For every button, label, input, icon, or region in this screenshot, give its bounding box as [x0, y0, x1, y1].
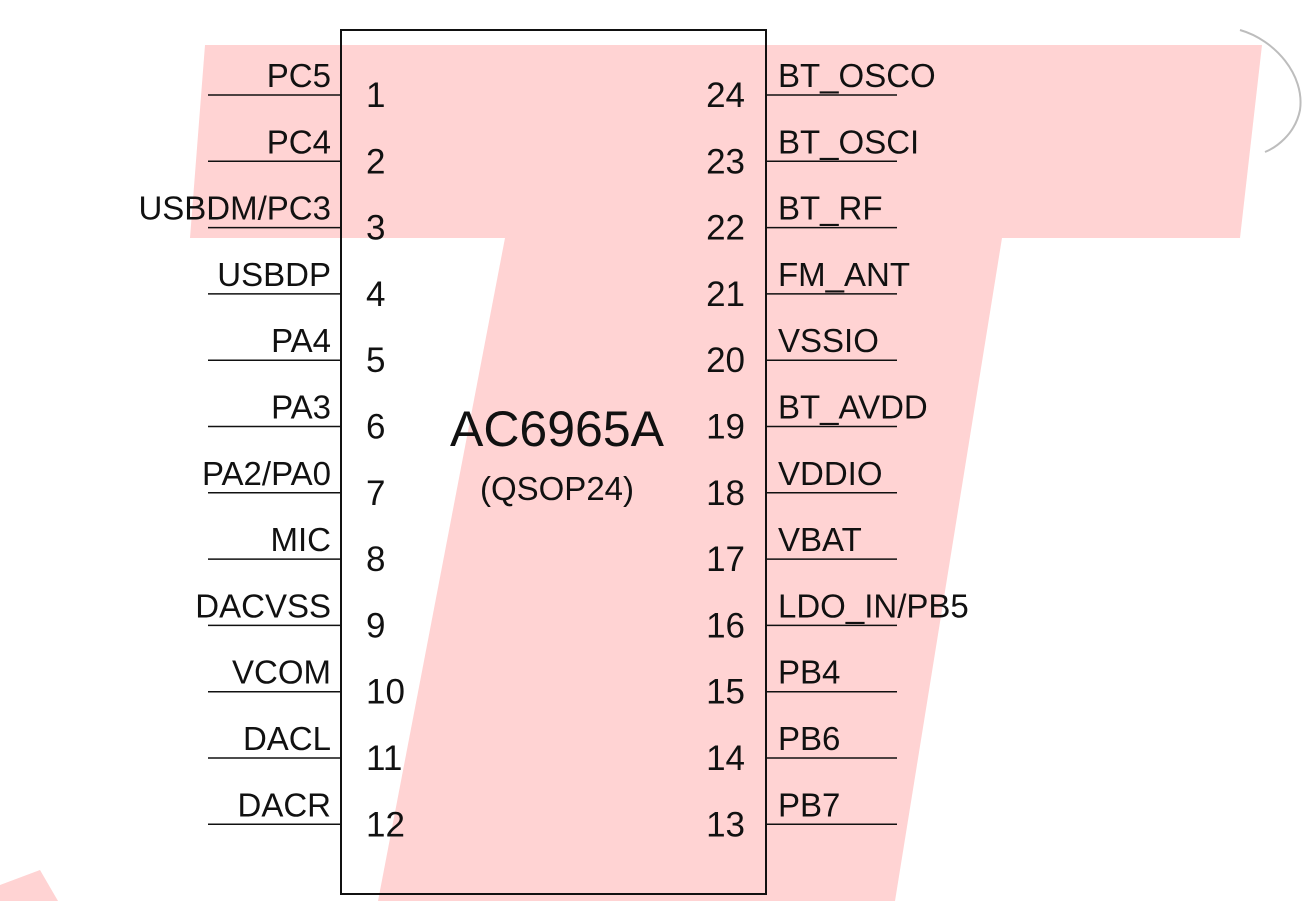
pin-row-6: PA3 6	[208, 389, 385, 447]
pin-name-label: BT_OSCI	[778, 123, 919, 160]
pin-number: 14	[706, 739, 745, 778]
pin-row-16: LDO_IN/PB5 16	[706, 587, 969, 645]
pin-row-24: BT_OSCO 24	[706, 57, 936, 115]
pin-name-label: PB6	[778, 720, 840, 757]
pin-number: 8	[366, 540, 385, 579]
pin-name-label: PB4	[778, 654, 840, 691]
pin-number: 3	[366, 209, 385, 248]
pin-name-label: LDO_IN/PB5	[778, 587, 969, 624]
pin-name-label: PB7	[778, 786, 840, 823]
pin-row-15: PB4 15	[706, 654, 897, 712]
pin-row-21: FM_ANT 21	[706, 256, 910, 314]
pin-row-5: PA4 5	[208, 322, 385, 380]
pin-name-label: PA3	[271, 389, 331, 426]
pin-name-label: VBAT	[778, 521, 862, 558]
pin-row-13: PB7 13	[706, 786, 897, 844]
pin-name-label: PC4	[267, 123, 331, 160]
pin-number: 2	[366, 142, 385, 181]
pin-row-14: PB6 14	[706, 720, 897, 778]
pin-name-label: DACVSS	[195, 587, 331, 624]
pin-number: 17	[706, 540, 745, 579]
chip-name: AC6965A	[450, 401, 665, 457]
pin-name-label: BT_OSCO	[778, 57, 936, 94]
pin-name-label: PA2/PA0	[202, 455, 331, 492]
pin-number: 9	[366, 606, 385, 645]
left-pin-group: PC5 1 PC4 2 USBDM/PC3 3 USBDP 4 PA4 5 PA3 6 PA2/PA0 7…	[138, 57, 404, 844]
pin-number: 5	[366, 341, 385, 380]
pin-name-label: VCOM	[232, 654, 331, 691]
pin-name-label: DACR	[237, 786, 331, 823]
pin-row-12: DACR 12	[208, 786, 405, 844]
pin-row-3: USBDM/PC3 3	[138, 190, 385, 248]
pin-number: 10	[366, 673, 405, 712]
pin-number: 13	[706, 805, 745, 844]
pin-number: 6	[366, 408, 385, 447]
pin-row-11: DACL 11	[208, 720, 402, 778]
pin-row-23: BT_OSCI 23	[706, 123, 919, 181]
watermark-corner-curl	[1239, 29, 1302, 153]
watermark-bar	[190, 45, 1262, 238]
watermark-stem	[378, 238, 1002, 901]
pin-number: 16	[706, 606, 745, 645]
pin-name-label: PC5	[267, 57, 331, 94]
pin-name-label: PA4	[271, 322, 331, 359]
pin-row-1: PC5 1	[208, 57, 385, 115]
pin-number: 12	[366, 805, 405, 844]
pin-row-7: PA2/PA0 7	[202, 455, 386, 513]
pin-row-17: VBAT 17	[706, 521, 897, 579]
chip-body	[340, 29, 767, 895]
pin-name-label: BT_RF	[778, 190, 883, 227]
pin-row-20: VSSIO 20	[706, 322, 897, 380]
watermark-red-mark	[0, 870, 58, 901]
pin-row-22: BT_RF 22	[706, 190, 897, 248]
pin-name-label: USBDP	[217, 256, 331, 293]
pin-row-4: USBDP 4	[208, 256, 385, 314]
pin-number: 7	[366, 474, 385, 513]
chip-package: (QSOP24)	[480, 470, 634, 507]
pin-row-8: MIC 8	[208, 521, 385, 579]
pin-number: 24	[706, 76, 745, 115]
pin-name-label: FM_ANT	[778, 256, 910, 293]
pin-number: 21	[706, 275, 745, 314]
pin-row-19: BT_AVDD 19	[706, 389, 928, 447]
pin-number: 20	[706, 341, 745, 380]
pin-number: 22	[706, 209, 745, 248]
watermark-logo	[0, 29, 1302, 901]
pin-name-label: USBDM/PC3	[138, 190, 331, 227]
pin-name-label: DACL	[243, 720, 331, 757]
pin-row-18: VDDIO 18	[706, 455, 897, 513]
pin-number: 11	[366, 739, 402, 778]
pin-row-10: VCOM 10	[208, 654, 405, 712]
pin-number: 15	[706, 673, 745, 712]
pin-number: 19	[706, 408, 745, 447]
pin-name-label: VDDIO	[778, 455, 883, 492]
pin-name-label: MIC	[271, 521, 332, 558]
pin-number: 4	[366, 275, 385, 314]
pin-name-label: VSSIO	[778, 322, 879, 359]
pin-row-2: PC4 2	[208, 123, 385, 181]
pin-row-9: DACVSS 9	[195, 587, 385, 645]
pin-number: 18	[706, 474, 745, 513]
right-pin-group: BT_OSCO 24 BT_OSCI 23 BT_RF 22 FM_ANT 21 VSSIO 20…	[706, 57, 969, 844]
pin-number: 23	[706, 142, 745, 181]
pin-number: 1	[366, 76, 385, 115]
pin-name-label: BT_AVDD	[778, 389, 928, 426]
